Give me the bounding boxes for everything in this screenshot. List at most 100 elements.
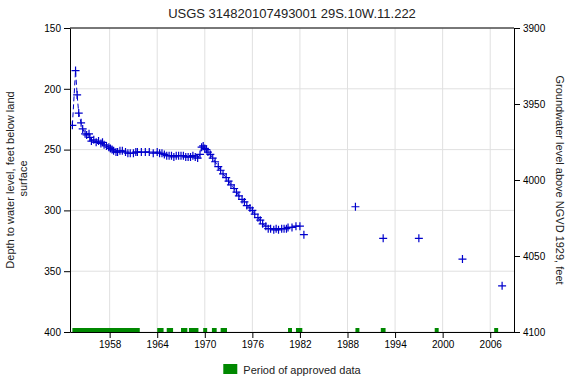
tick: 1982 bbox=[289, 332, 312, 350]
tick: 1970 bbox=[194, 332, 217, 350]
tick-label: 150 bbox=[44, 23, 61, 34]
tick-mark bbox=[395, 332, 396, 338]
axis: 4100 4050 4000 3950 3900 bbox=[514, 23, 546, 338]
tick: 150 bbox=[44, 23, 70, 34]
data-point bbox=[296, 222, 304, 230]
data-point bbox=[351, 203, 359, 211]
period-bar bbox=[203, 328, 207, 332]
legend: Period of approved data bbox=[223, 364, 361, 376]
grid-line-x bbox=[347, 28, 348, 332]
tick-mark bbox=[348, 332, 349, 338]
tick: 4100 bbox=[514, 327, 546, 338]
tick-mark bbox=[514, 28, 520, 29]
series bbox=[72, 328, 498, 332]
tick-label: 1982 bbox=[289, 339, 312, 350]
tick: 4050 bbox=[514, 251, 546, 262]
data-point bbox=[75, 109, 83, 117]
data-point bbox=[379, 234, 387, 242]
tick-label: 4050 bbox=[523, 251, 546, 262]
period-bar bbox=[355, 328, 359, 332]
grid-line-y bbox=[70, 271, 514, 272]
period-bar bbox=[157, 328, 163, 332]
period-bar bbox=[494, 328, 498, 332]
grid-line-y bbox=[70, 149, 514, 150]
tick: 1988 bbox=[337, 332, 360, 350]
tick-mark bbox=[514, 180, 520, 181]
period-bar bbox=[181, 328, 187, 332]
tick: 1964 bbox=[147, 332, 170, 350]
tick: 2000 bbox=[432, 332, 455, 350]
tick: 350 bbox=[44, 266, 70, 277]
tick: 1994 bbox=[384, 332, 407, 350]
period-bar bbox=[381, 328, 386, 332]
data-point bbox=[72, 67, 80, 75]
data-line bbox=[72, 71, 300, 230]
legend-swatch bbox=[223, 364, 237, 374]
data-point bbox=[196, 150, 204, 158]
data-point bbox=[300, 231, 308, 239]
grid-line-x bbox=[395, 28, 396, 332]
tick-label: 2000 bbox=[432, 339, 455, 350]
tick-label: 1970 bbox=[194, 339, 217, 350]
tick-mark bbox=[443, 332, 444, 338]
title: USGS 314820107493001 29S.10W.11.222 bbox=[168, 6, 416, 21]
series bbox=[300, 203, 506, 290]
tick-label: 1964 bbox=[147, 339, 170, 350]
period-bar bbox=[296, 328, 302, 332]
tick-label: 350 bbox=[44, 266, 61, 277]
data-point bbox=[145, 148, 153, 156]
marks bbox=[70, 67, 506, 332]
plot-frame bbox=[70, 28, 514, 29]
tick-label: 1958 bbox=[99, 339, 122, 350]
axis-line bbox=[70, 29, 71, 333]
tick-label: 1988 bbox=[337, 339, 360, 350]
data-point bbox=[77, 119, 85, 127]
tick: 2006 bbox=[480, 332, 503, 350]
tick-label: 3950 bbox=[523, 99, 546, 110]
period-bar bbox=[288, 328, 292, 332]
tick: 200 bbox=[44, 84, 70, 95]
tick-mark bbox=[205, 332, 206, 338]
chart-container: 1958 1964 1970 1976 1982 1988 1994 2000 2006 150 2… bbox=[0, 0, 576, 384]
tick: 300 bbox=[44, 205, 70, 216]
tick-mark bbox=[252, 332, 253, 338]
tick-mark bbox=[64, 89, 70, 90]
grid bbox=[70, 28, 514, 332]
period-bar bbox=[72, 328, 139, 332]
grid-line-x bbox=[252, 28, 253, 332]
legend-item: Period of approved data bbox=[223, 364, 361, 376]
tick: 1976 bbox=[242, 332, 265, 350]
data-point bbox=[70, 121, 76, 129]
axis-title: Depth to water level, feet below land su… bbox=[4, 91, 29, 268]
grid-line-x bbox=[490, 28, 491, 332]
data-point bbox=[73, 91, 81, 99]
tick-mark bbox=[514, 104, 520, 105]
tick-label: 300 bbox=[44, 205, 61, 216]
grid-line-y bbox=[70, 210, 514, 211]
period-bar bbox=[435, 328, 439, 332]
axis: 150 200 250 300 350 400 bbox=[44, 23, 70, 338]
grid-line-x bbox=[157, 28, 158, 332]
tick-label: 3900 bbox=[523, 23, 546, 34]
tick-label: 2006 bbox=[480, 339, 503, 350]
grid-line-x bbox=[442, 28, 443, 332]
data-point bbox=[288, 223, 296, 231]
period-bar bbox=[221, 328, 227, 332]
tick-label: 200 bbox=[44, 84, 61, 95]
data-point bbox=[415, 234, 423, 242]
tick-mark bbox=[514, 332, 520, 333]
tick-label: 4000 bbox=[523, 175, 546, 186]
data-point bbox=[498, 282, 506, 290]
tick: 400 bbox=[44, 327, 70, 338]
tick: 250 bbox=[44, 144, 70, 155]
tick-mark bbox=[64, 210, 70, 211]
data-point bbox=[85, 130, 93, 138]
data-point bbox=[458, 255, 466, 263]
tick: 3950 bbox=[514, 99, 546, 110]
tick-mark bbox=[490, 332, 491, 338]
axis-title: Groundwater level above NGVD 1929, feet bbox=[554, 75, 566, 284]
tick-mark bbox=[110, 332, 111, 338]
tick-mark bbox=[300, 332, 301, 338]
tick-mark bbox=[64, 150, 70, 151]
grid-line-y bbox=[70, 88, 514, 89]
